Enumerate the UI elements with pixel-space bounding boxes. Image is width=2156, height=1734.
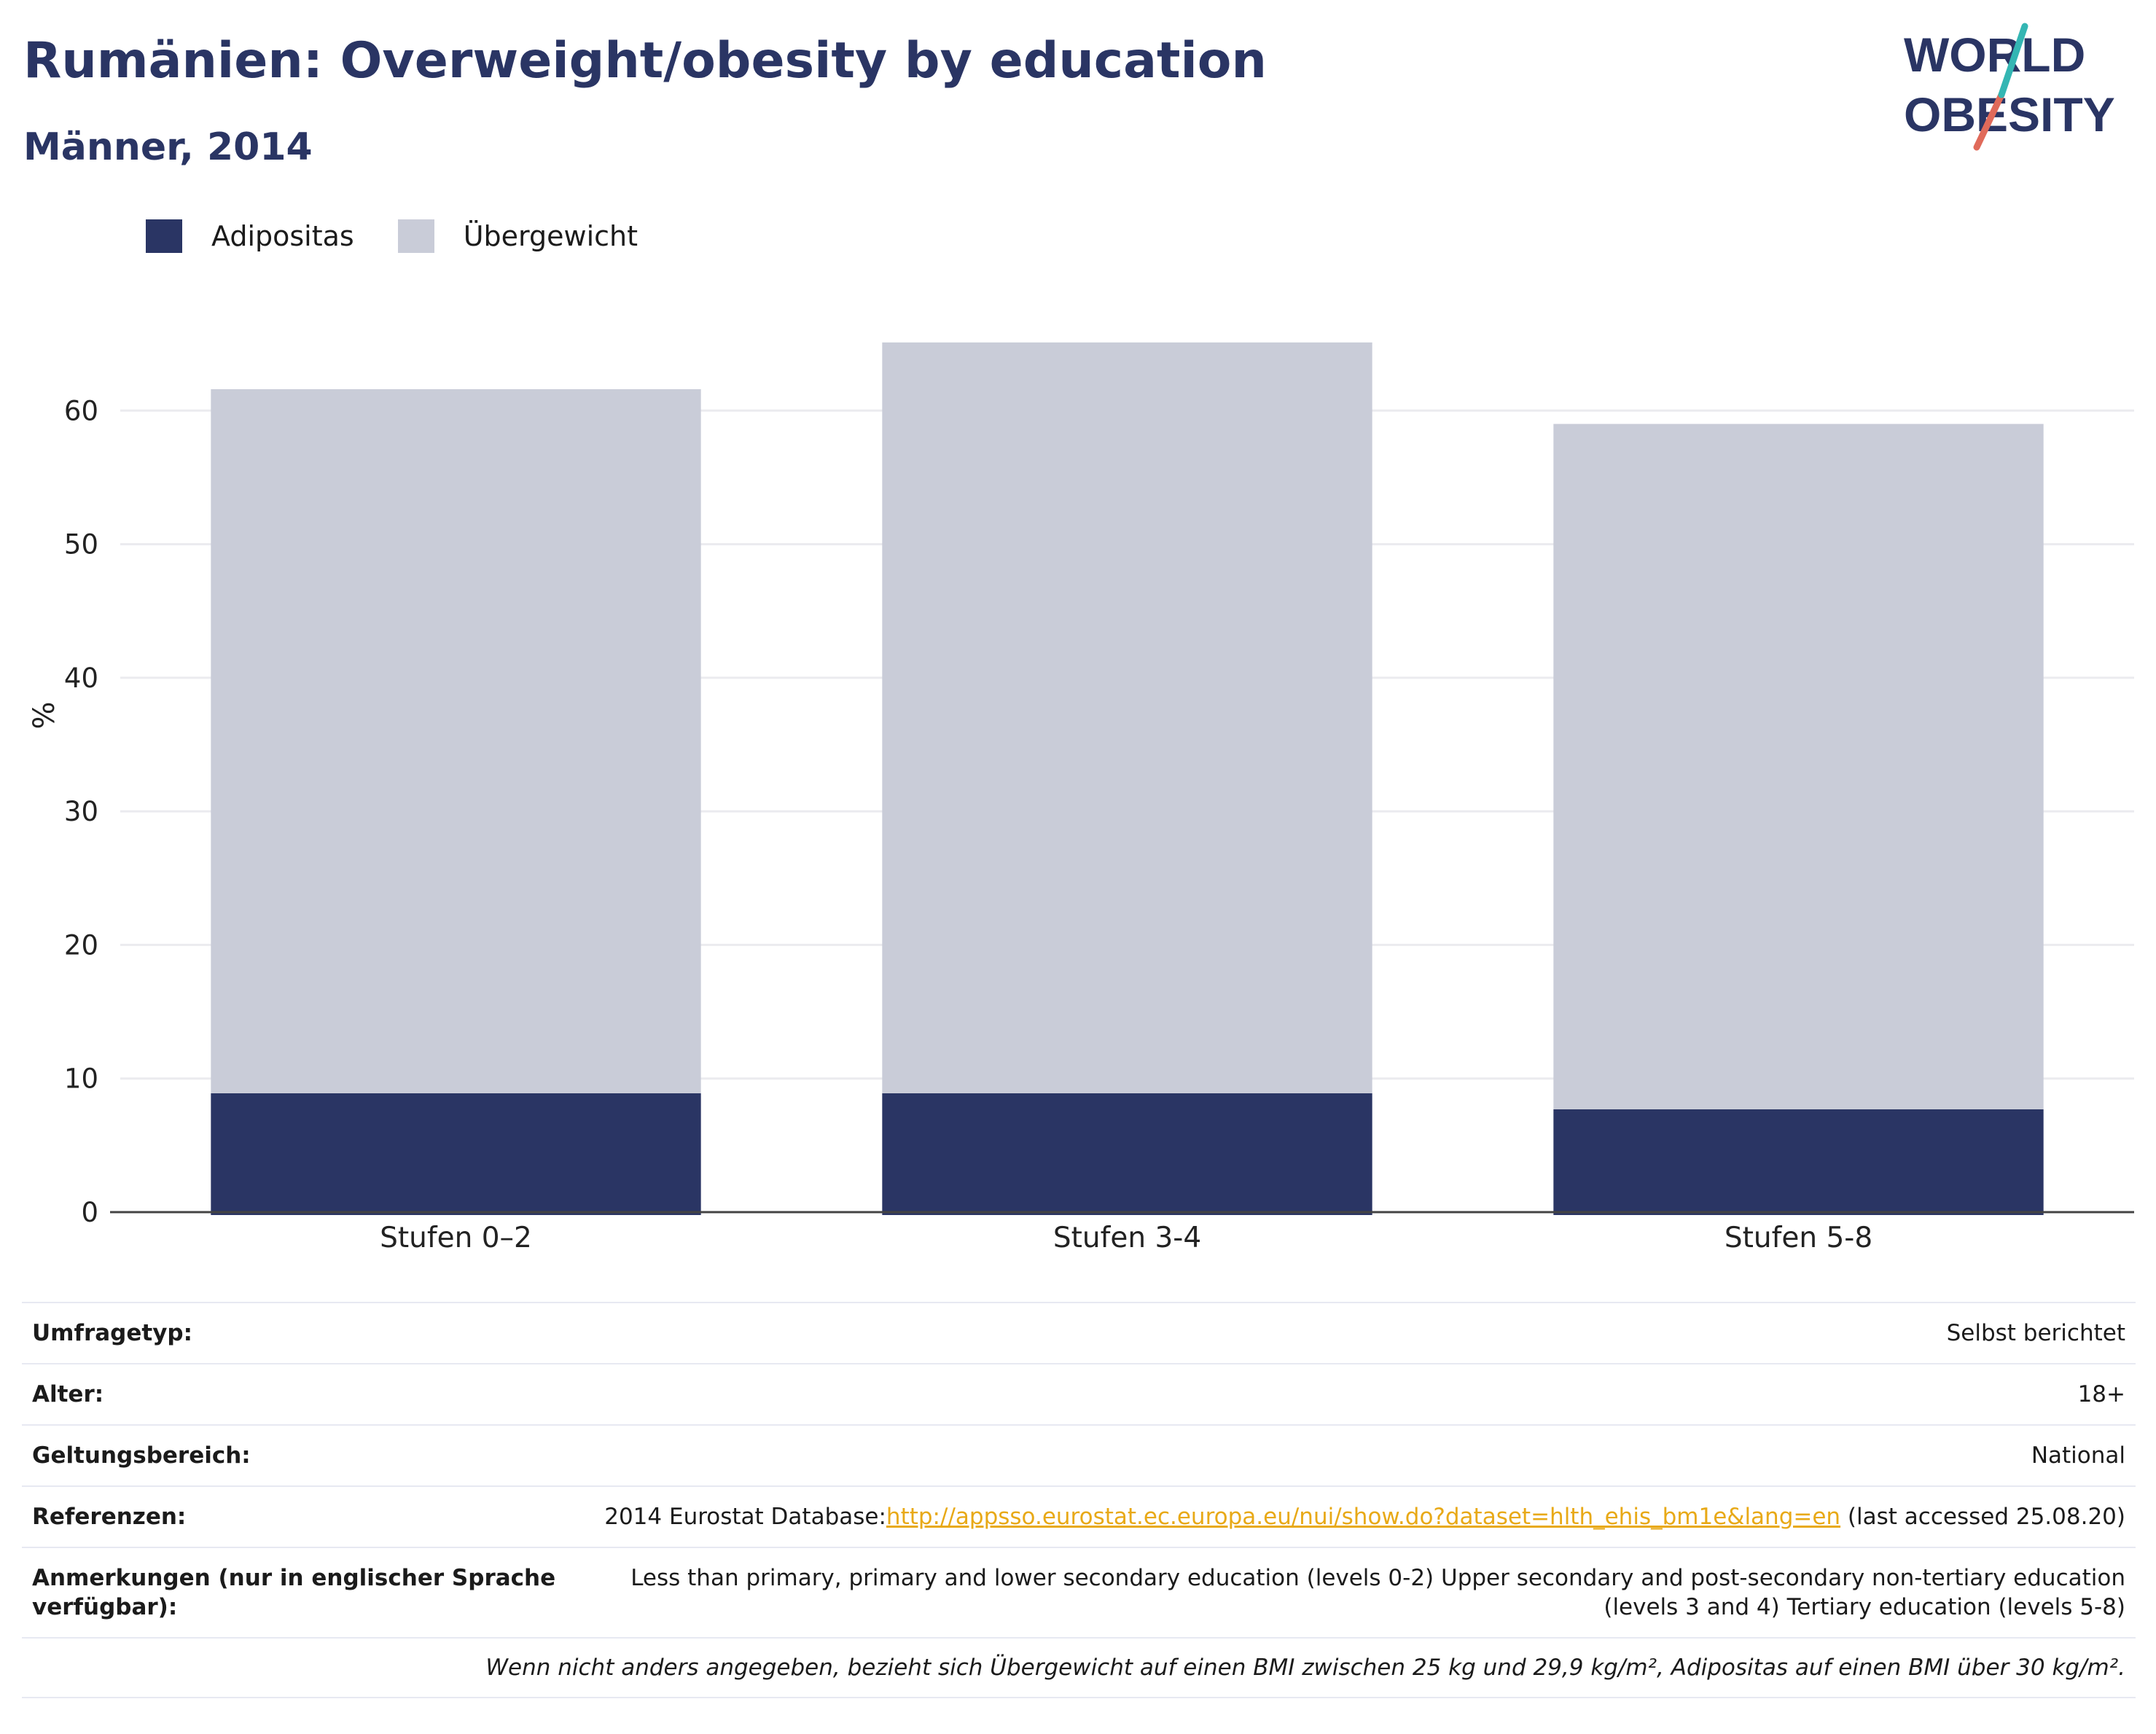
bar-adipositas[interactable] [211, 1093, 701, 1215]
bar-adipositas[interactable] [1553, 1109, 2044, 1215]
legend-swatch-adipositas [146, 219, 182, 253]
logo-text-obesity: OBESITY [1904, 87, 2115, 141]
y-tick-label: 20 [64, 929, 98, 961]
legend-label-adipositas: Adipositas [211, 220, 354, 252]
y-tick-label: 10 [64, 1063, 98, 1095]
legend-swatch-uebergewicht [397, 219, 434, 253]
info-row-survey-type: Umfragetyp: Selbst berichtet [22, 1302, 2136, 1363]
survey-type-value: Selbst berichtet [1946, 1320, 2125, 1346]
references-label: Referenzen: [32, 1504, 187, 1530]
scope-label: Geltungsbereich: [32, 1442, 251, 1469]
footnote-text: Wenn nicht anders angegeben, bezieht sic… [485, 1655, 2125, 1681]
bar-uebergewicht[interactable] [882, 342, 1372, 1093]
notes-label: Anmerkungen (nur in englischer Sprache v… [32, 1565, 556, 1620]
notes-value: Less than primary, primary and lower sec… [630, 1565, 2125, 1620]
legend-label-uebergewicht: Übergewicht [463, 220, 638, 252]
info-row-footnote: Wenn nicht anders angegeben, bezieht sic… [22, 1637, 2136, 1698]
y-tick-label: 0 [81, 1197, 98, 1228]
y-tick-label: 30 [64, 796, 98, 827]
y-tick-label: 60 [64, 395, 98, 426]
bar-uebergewicht[interactable] [1553, 423, 2044, 1109]
info-row-references: Referenzen: 2014 Eurostat Database:http:… [22, 1485, 2136, 1547]
x-tick-label: Stufen 0–2 [380, 1222, 532, 1254]
info-row-notes: Anmerkungen (nur in englischer Sprache v… [22, 1547, 2136, 1637]
info-row-scope: Geltungsbereich: National [22, 1424, 2136, 1485]
info-row-age: Alter: 18+ [22, 1363, 2136, 1424]
page-title: Rumänien: Overweight/obesity by educatio… [23, 32, 1267, 90]
scope-value: National [2031, 1442, 2125, 1469]
bar-chart: 0 10 20 30 40 50 60% Stufen 0–2 Stufen 3-4 Stufen… [28, 342, 2134, 1254]
y-axis-label: % [28, 701, 61, 729]
logo-text-world: WORLD [1904, 28, 2085, 82]
references-value: 2014 Eurostat Database:http://appsso.eur… [586, 1502, 2125, 1531]
legend-item-adipositas[interactable]: Adipositas [146, 219, 354, 253]
references-prefix: 2014 Eurostat Database: [604, 1504, 886, 1530]
y-tick-label: 40 [64, 663, 98, 694]
survey-type-label: Umfragetyp: [32, 1320, 192, 1346]
page-subtitle: Männer, 2014 [23, 125, 313, 169]
references-suffix: (last accessed 25.08.20) [1840, 1504, 2125, 1530]
x-tick-label: Stufen 3-4 [1053, 1222, 1201, 1254]
references-link[interactable]: http://appsso.eurostat.ec.europa.eu/nui/… [886, 1504, 1841, 1530]
age-label: Alter: [32, 1381, 104, 1407]
bar-uebergewicht[interactable] [211, 388, 701, 1093]
chart-legend: Adipositas Übergewicht [146, 216, 681, 257]
age-value: 18+ [2077, 1381, 2125, 1407]
legend-item-uebergewicht[interactable]: Übergewicht [397, 219, 638, 253]
bar-adipositas[interactable] [882, 1093, 1372, 1215]
info-table: Umfragetyp: Selbst berichtet Alter: 18+ … [22, 1302, 2136, 1698]
y-tick-label: 50 [64, 529, 98, 561]
x-tick-label: Stufen 5-8 [1725, 1222, 1872, 1254]
world-obesity-logo: WORLD OBESITY [1904, 23, 2115, 151]
